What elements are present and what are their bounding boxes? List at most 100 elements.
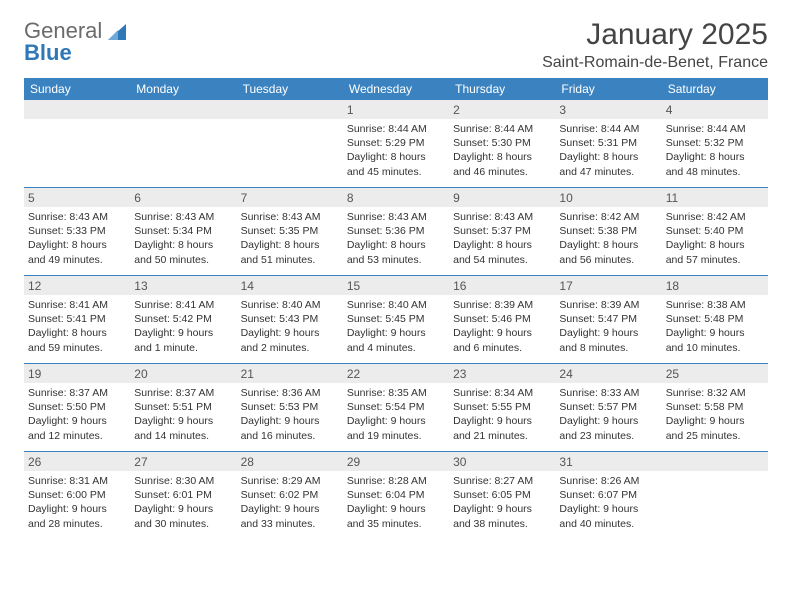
day-number: 23: [449, 364, 555, 383]
day-number: 9: [449, 188, 555, 207]
day-cell: 17Sunrise: 8:39 AMSunset: 5:47 PMDayligh…: [555, 276, 661, 363]
day-day2: and 16 minutes.: [241, 429, 339, 443]
day-header-row: Sunday Monday Tuesday Wednesday Thursday…: [24, 78, 768, 100]
day-day2: and 14 minutes.: [134, 429, 232, 443]
day-day2: and 10 minutes.: [666, 341, 764, 355]
day-sunset: Sunset: 5:36 PM: [347, 224, 445, 238]
day-day1: Daylight: 9 hours: [666, 414, 764, 428]
day-number: [662, 452, 768, 471]
day-sunset: Sunset: 5:46 PM: [453, 312, 551, 326]
day-sunrise: Sunrise: 8:30 AM: [134, 474, 232, 488]
day-day1: Daylight: 8 hours: [28, 238, 126, 252]
day-day1: Daylight: 9 hours: [28, 414, 126, 428]
day-cell: [237, 100, 343, 187]
day-sunrise: Sunrise: 8:36 AM: [241, 386, 339, 400]
day-day2: and 2 minutes.: [241, 341, 339, 355]
day-sunrise: Sunrise: 8:29 AM: [241, 474, 339, 488]
day-cell: 3Sunrise: 8:44 AMSunset: 5:31 PMDaylight…: [555, 100, 661, 187]
day-sunset: Sunset: 5:31 PM: [559, 136, 657, 150]
logo-text-blue: Blue: [24, 40, 72, 65]
day-number: 25: [662, 364, 768, 383]
day-cell: 1Sunrise: 8:44 AMSunset: 5:29 PMDaylight…: [343, 100, 449, 187]
day-header-wed: Wednesday: [343, 82, 449, 96]
day-day2: and 56 minutes.: [559, 253, 657, 267]
day-day1: Daylight: 8 hours: [666, 238, 764, 252]
day-number: 16: [449, 276, 555, 295]
day-sunrise: Sunrise: 8:44 AM: [666, 122, 764, 136]
day-number: 17: [555, 276, 661, 295]
day-number: 27: [130, 452, 236, 471]
day-sunset: Sunset: 5:51 PM: [134, 400, 232, 414]
day-day1: Daylight: 9 hours: [241, 326, 339, 340]
day-sunrise: Sunrise: 8:40 AM: [241, 298, 339, 312]
day-day1: Daylight: 8 hours: [453, 238, 551, 252]
calendar-grid: Sunday Monday Tuesday Wednesday Thursday…: [24, 78, 768, 540]
day-day1: Daylight: 9 hours: [453, 414, 551, 428]
day-sunrise: Sunrise: 8:43 AM: [347, 210, 445, 224]
day-sunset: Sunset: 6:04 PM: [347, 488, 445, 502]
day-header-fri: Friday: [555, 82, 661, 96]
day-sunset: Sunset: 5:53 PM: [241, 400, 339, 414]
day-sunset: Sunset: 5:48 PM: [666, 312, 764, 326]
day-header-thu: Thursday: [449, 82, 555, 96]
day-day2: and 54 minutes.: [453, 253, 551, 267]
day-day1: Daylight: 9 hours: [134, 414, 232, 428]
day-number: 30: [449, 452, 555, 471]
day-number: 14: [237, 276, 343, 295]
page-header: General Blue January 2025 Saint-Romain-d…: [24, 18, 768, 72]
day-day1: Daylight: 8 hours: [134, 238, 232, 252]
day-sunrise: Sunrise: 8:26 AM: [559, 474, 657, 488]
day-sunset: Sunset: 5:42 PM: [134, 312, 232, 326]
day-day2: and 12 minutes.: [28, 429, 126, 443]
day-number: 28: [237, 452, 343, 471]
day-sunset: Sunset: 5:38 PM: [559, 224, 657, 238]
location-label: Saint-Romain-de-Benet, France: [542, 54, 768, 72]
day-day2: and 53 minutes.: [347, 253, 445, 267]
day-number: 2: [449, 100, 555, 119]
day-number: 18: [662, 276, 768, 295]
day-day2: and 6 minutes.: [453, 341, 551, 355]
day-cell: [662, 452, 768, 540]
day-cell: 13Sunrise: 8:41 AMSunset: 5:42 PMDayligh…: [130, 276, 236, 363]
day-sunrise: Sunrise: 8:32 AM: [666, 386, 764, 400]
day-day1: Daylight: 9 hours: [559, 414, 657, 428]
day-day2: and 51 minutes.: [241, 253, 339, 267]
day-cell: 25Sunrise: 8:32 AMSunset: 5:58 PMDayligh…: [662, 364, 768, 451]
day-cell: 9Sunrise: 8:43 AMSunset: 5:37 PMDaylight…: [449, 188, 555, 275]
day-day1: Daylight: 9 hours: [134, 502, 232, 516]
day-day2: and 48 minutes.: [666, 165, 764, 179]
day-day2: and 46 minutes.: [453, 165, 551, 179]
day-day2: and 35 minutes.: [347, 517, 445, 531]
week-row: 1Sunrise: 8:44 AMSunset: 5:29 PMDaylight…: [24, 100, 768, 188]
day-sunset: Sunset: 5:45 PM: [347, 312, 445, 326]
day-day2: and 38 minutes.: [453, 517, 551, 531]
day-number: [24, 100, 130, 119]
day-day1: Daylight: 8 hours: [559, 150, 657, 164]
day-header-sat: Saturday: [662, 82, 768, 96]
day-day2: and 1 minute.: [134, 341, 232, 355]
day-number: 15: [343, 276, 449, 295]
day-number: 24: [555, 364, 661, 383]
day-header-mon: Monday: [130, 82, 236, 96]
calendar-page: General Blue January 2025 Saint-Romain-d…: [0, 0, 792, 560]
day-day2: and 57 minutes.: [666, 253, 764, 267]
day-sunrise: Sunrise: 8:39 AM: [453, 298, 551, 312]
day-sunset: Sunset: 6:07 PM: [559, 488, 657, 502]
day-number: 29: [343, 452, 449, 471]
day-sunrise: Sunrise: 8:34 AM: [453, 386, 551, 400]
day-number: [130, 100, 236, 119]
day-sunset: Sunset: 5:47 PM: [559, 312, 657, 326]
day-sunset: Sunset: 6:00 PM: [28, 488, 126, 502]
day-number: 12: [24, 276, 130, 295]
day-sunrise: Sunrise: 8:43 AM: [241, 210, 339, 224]
day-number: 7: [237, 188, 343, 207]
day-day1: Daylight: 8 hours: [241, 238, 339, 252]
day-sunset: Sunset: 5:41 PM: [28, 312, 126, 326]
title-block: January 2025 Saint-Romain-de-Benet, Fran…: [542, 18, 768, 72]
day-day1: Daylight: 9 hours: [559, 502, 657, 516]
day-sunset: Sunset: 5:35 PM: [241, 224, 339, 238]
day-cell: [24, 100, 130, 187]
day-number: 26: [24, 452, 130, 471]
day-day2: and 49 minutes.: [28, 253, 126, 267]
day-cell: 27Sunrise: 8:30 AMSunset: 6:01 PMDayligh…: [130, 452, 236, 540]
